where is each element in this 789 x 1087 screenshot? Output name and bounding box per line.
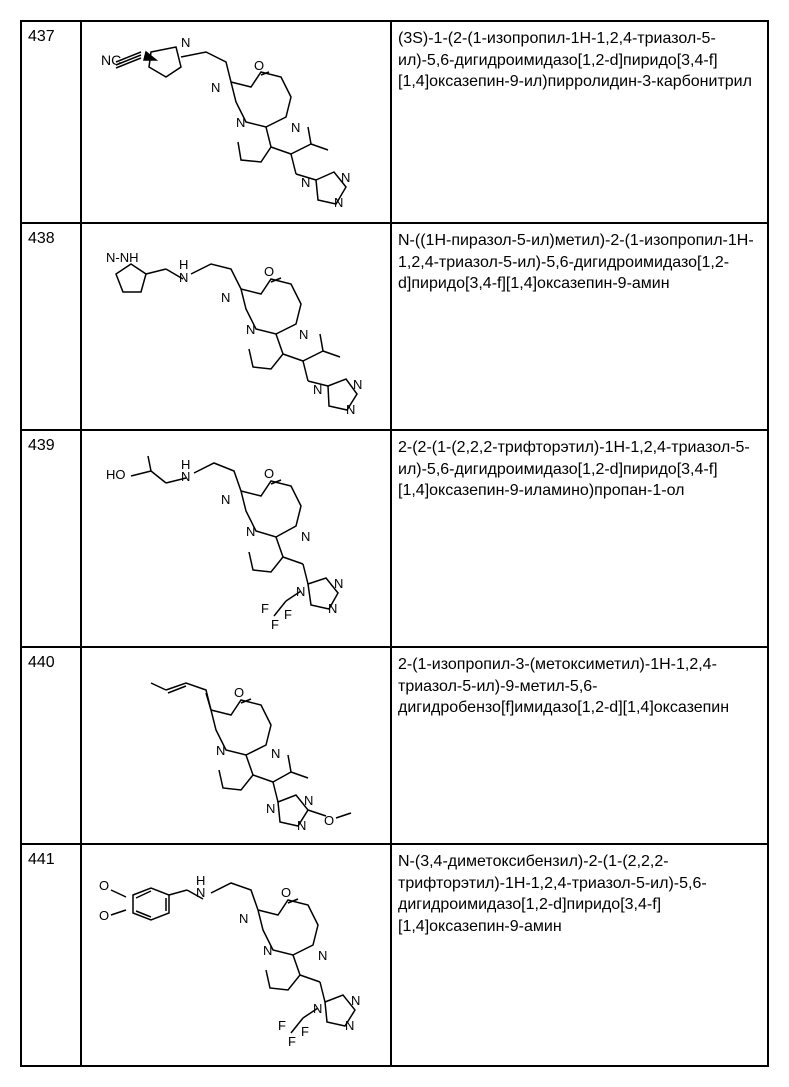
svg-text:N: N	[296, 584, 305, 599]
svg-text:O: O	[264, 466, 274, 481]
compound-number: 438	[21, 223, 81, 430]
svg-text:N: N	[346, 402, 355, 417]
svg-text:N: N	[301, 529, 310, 544]
svg-text:N: N	[236, 115, 245, 130]
table-row: 441	[21, 844, 768, 1066]
svg-text:N: N	[179, 270, 188, 285]
svg-text:N: N	[246, 524, 255, 539]
compound-structure: NC N N O N N N N N	[81, 21, 391, 223]
svg-text:N: N	[297, 818, 306, 833]
svg-text:N: N	[211, 80, 220, 95]
svg-text:F: F	[288, 1034, 296, 1049]
compound-number: 440	[21, 647, 81, 844]
svg-text:N: N	[181, 469, 190, 484]
svg-text:F: F	[271, 617, 279, 632]
table-row: 438	[21, 223, 768, 430]
svg-text:N: N	[216, 743, 225, 758]
svg-text:N: N	[304, 793, 313, 808]
svg-text:N: N	[341, 170, 350, 185]
table-row: 437	[21, 21, 768, 223]
svg-text:N: N	[318, 948, 327, 963]
compound-number: 437	[21, 21, 81, 223]
svg-text:F: F	[301, 1024, 309, 1039]
compound-structure: O N N N N N O	[81, 647, 391, 844]
svg-text:O: O	[281, 885, 291, 900]
compound-name: (3S)-1-(2-(1-изопропил-1H-1,2,4-триазол-…	[391, 21, 768, 223]
table-row: 440	[21, 647, 768, 844]
svg-text:N: N	[334, 576, 343, 591]
svg-text:N: N	[313, 1001, 322, 1016]
svg-text:N: N	[246, 322, 255, 337]
compound-structure: N-NH H N N O N N N N N	[81, 223, 391, 430]
svg-text:N-NH: N-NH	[106, 250, 139, 265]
svg-text:N: N	[334, 195, 343, 210]
compound-number: 439	[21, 430, 81, 647]
svg-text:O: O	[264, 264, 274, 279]
compound-structure: O O H N N O N N N N N F F F	[81, 844, 391, 1066]
svg-text:HO: HO	[106, 467, 126, 482]
compound-name: 2-(2-(1-(2,2,2-трифторэтил)-1H-1,2,4-три…	[391, 430, 768, 647]
svg-text:N: N	[221, 290, 230, 305]
svg-text:N: N	[196, 885, 205, 900]
svg-text:F: F	[278, 1018, 286, 1033]
svg-text:N: N	[271, 746, 280, 761]
svg-text:N: N	[313, 382, 322, 397]
svg-text:N: N	[291, 120, 300, 135]
svg-text:F: F	[261, 601, 269, 616]
compound-name: N-((1H-пиразол-5-ил)метил)-2-(1-изопропи…	[391, 223, 768, 430]
svg-text:N: N	[299, 327, 308, 342]
svg-text:N: N	[351, 993, 360, 1008]
compound-table: 437	[20, 20, 769, 1067]
svg-text:O: O	[254, 58, 264, 73]
svg-text:N: N	[328, 601, 337, 616]
compound-name: N-(3,4-диметоксибензил)-2-(1-(2,2,2-триф…	[391, 844, 768, 1066]
compound-name: 2-(1-изопропил-3-(метоксиметил)-1H-1,2,4…	[391, 647, 768, 844]
svg-text:N: N	[353, 377, 362, 392]
svg-text:N: N	[263, 943, 272, 958]
svg-text:N: N	[221, 492, 230, 507]
svg-text:N: N	[345, 1018, 354, 1033]
svg-text:N: N	[301, 175, 310, 190]
svg-text:NC: NC	[101, 52, 121, 68]
svg-text:N: N	[181, 35, 190, 50]
svg-text:N: N	[266, 801, 275, 816]
table-row: 439	[21, 430, 768, 647]
svg-text:O: O	[234, 685, 244, 700]
svg-text:O: O	[99, 878, 109, 893]
svg-text:O: O	[324, 813, 334, 828]
compound-structure: HO H N N O N N N N N F F F	[81, 430, 391, 647]
svg-text:O: O	[99, 908, 109, 923]
compound-number: 441	[21, 844, 81, 1066]
svg-text:N: N	[239, 911, 248, 926]
svg-text:F: F	[284, 607, 292, 622]
